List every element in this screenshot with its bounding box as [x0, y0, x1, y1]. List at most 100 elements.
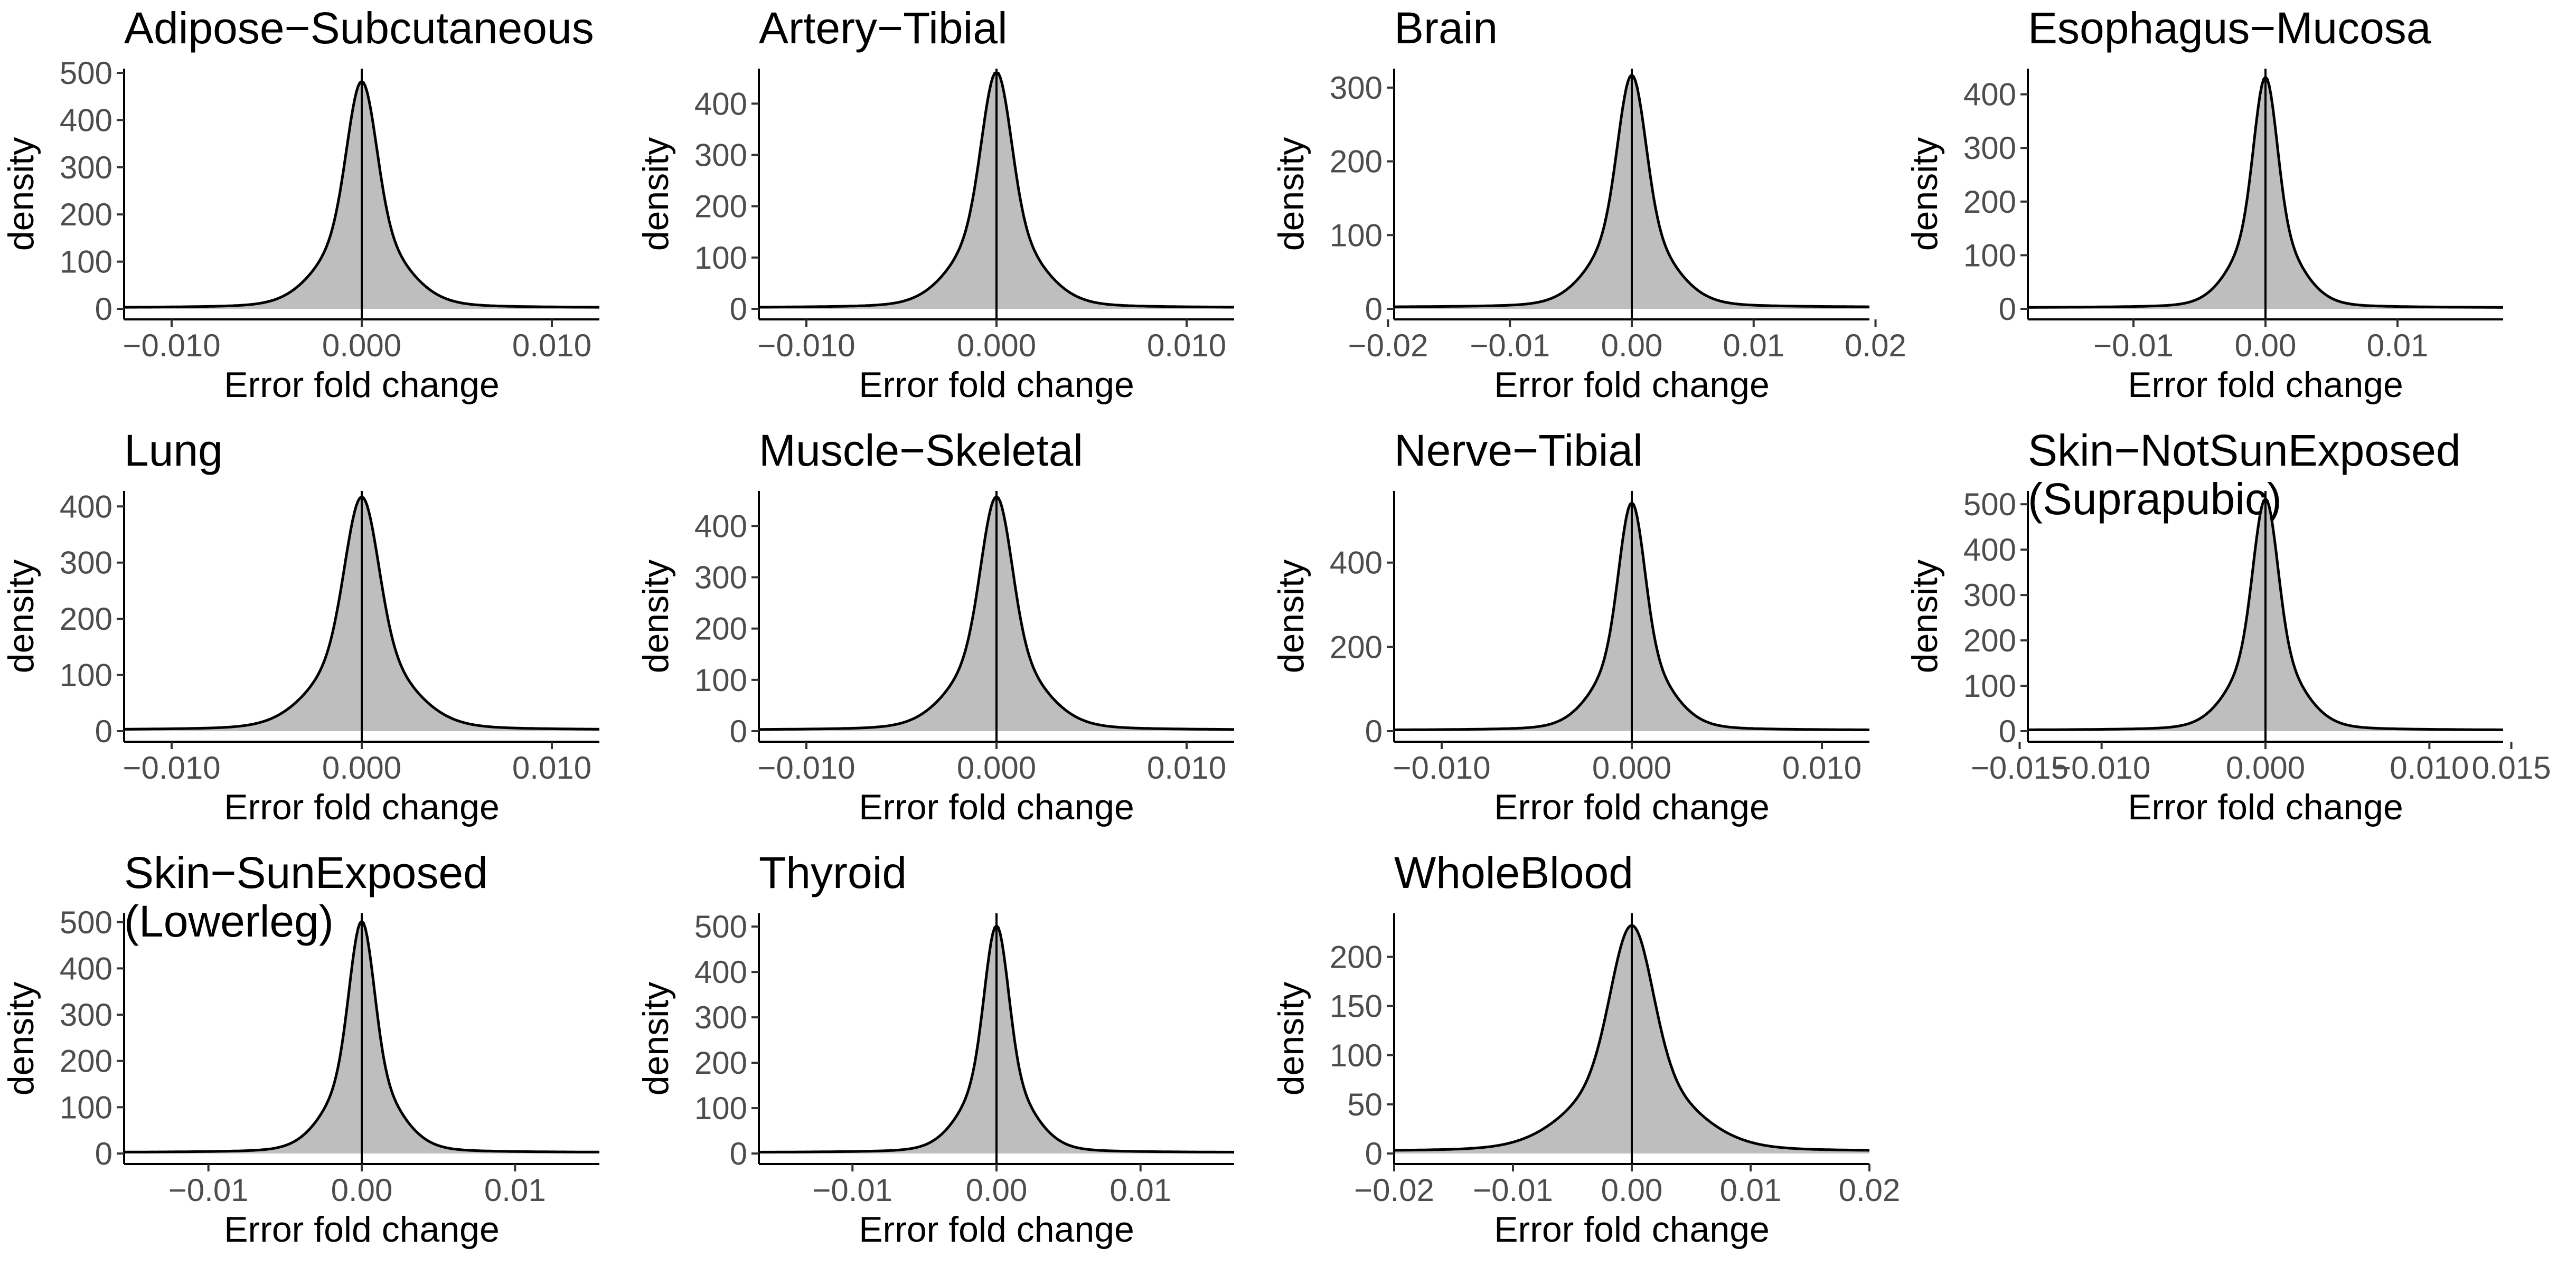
y-tick-label: 100: [1330, 218, 1383, 253]
y-tick-label: 400: [1963, 532, 2016, 568]
x-axis-title: Error fold change: [2128, 365, 2403, 405]
x-tick-label: 0.010: [512, 750, 591, 786]
x-tick-label: 0.00: [331, 1173, 393, 1208]
panel-title: Adipose−Subcutaneous: [124, 3, 594, 53]
x-tick-label: 0.010: [1147, 750, 1226, 786]
x-tick-label: −0.02: [1354, 1173, 1434, 1208]
y-axis-title: density: [1905, 560, 1945, 673]
y-tick-label: 300: [60, 545, 112, 581]
y-tick-label: 0: [1365, 714, 1383, 749]
x-axis-title: Error fold change: [1494, 1209, 1770, 1250]
y-tick-label: 300: [1330, 70, 1383, 106]
y-tick-label: 300: [694, 560, 747, 595]
x-tick-label: −0.010: [123, 328, 220, 363]
y-tick-label: 150: [1330, 989, 1383, 1024]
x-tick-label: −0.01: [1473, 1173, 1553, 1208]
y-axis-title: density: [636, 560, 676, 673]
y-tick-label: 0: [1999, 714, 2016, 749]
y-tick-label: 500: [60, 905, 112, 940]
panel-title: Skin−NotSunExposed: [2028, 426, 2461, 475]
panel-7: Nerve−Tibial −0.010 0.000 0.010 0 200 400 Error…: [1271, 426, 1869, 827]
x-tick-label: 0.010: [2390, 750, 2469, 786]
y-axis-title: density: [636, 982, 676, 1095]
y-axis-title: density: [1271, 982, 1311, 1095]
y-tick-label: 0: [1365, 1136, 1383, 1171]
x-axis-title: Error fold change: [1494, 787, 1770, 827]
panel-title: Thyroid: [759, 848, 907, 897]
x-tick-label: −0.015: [1971, 750, 2069, 786]
panel-10: Thyroid −0.01 0.00 0.01 0 100 200 300 400 500 Erro…: [636, 848, 1234, 1250]
x-tick-label: 0.000: [322, 750, 401, 786]
y-tick-label: 400: [694, 954, 747, 990]
y-tick-label: 0: [1365, 291, 1383, 327]
y-tick-label: 300: [694, 137, 747, 173]
x-tick-label: −0.01: [168, 1173, 249, 1208]
y-tick-label: 500: [694, 909, 747, 944]
y-tick-label: 200: [694, 1045, 747, 1081]
y-tick-label: 300: [60, 150, 112, 185]
y-tick-label: 100: [60, 1090, 112, 1125]
panel-title: WholeBlood: [1394, 848, 1633, 897]
panel-title: (Suprapubic): [2028, 474, 2282, 524]
y-tick-label: 300: [1963, 130, 2016, 166]
x-tick-label: −0.01: [812, 1173, 892, 1208]
x-tick-label: 0.00: [966, 1173, 1028, 1208]
x-axis-title: Error fold change: [859, 365, 1134, 405]
y-tick-label: 200: [1963, 623, 2016, 658]
panel-5: Lung −0.010 0.000 0.010 0 100 200 300 400 Error f…: [1, 426, 599, 827]
y-tick-label: 200: [1330, 629, 1383, 665]
panel-6: Muscle−Skeletal −0.010 0.000 0.010 0 100 200 30…: [636, 426, 1234, 827]
x-tick-label: −0.010: [123, 750, 220, 786]
y-tick-label: 400: [60, 489, 112, 524]
panel-title: Artery−Tibial: [759, 3, 1008, 53]
panel-3: Brain −0.02 −0.01 0.00 0.01 0.02 0 100 200 300 Err…: [1271, 3, 1906, 405]
panel-title: (Lowerleg): [124, 896, 334, 946]
x-axis-title: Error fold change: [224, 365, 500, 405]
x-axis-title: Error fold change: [859, 1209, 1134, 1250]
y-tick-label: 0: [1999, 291, 2016, 327]
x-tick-label: −0.01: [1470, 328, 1550, 363]
y-tick-label: 400: [1330, 545, 1383, 581]
y-tick-label: 200: [694, 611, 747, 647]
y-tick-label: 400: [694, 508, 747, 544]
y-axis-title: density: [1, 137, 41, 251]
panel-title: Lung: [124, 426, 223, 475]
y-axis-title: density: [636, 137, 676, 251]
x-tick-label: 0.010: [1782, 750, 1862, 786]
panel-2: Artery−Tibial −0.010 0.000 0.010 0 100 200 300 4…: [636, 3, 1234, 405]
y-tick-label: 500: [1963, 487, 2016, 522]
x-tick-label: 0.00: [1601, 328, 1663, 363]
panel-title: Esophagus−Mucosa: [2028, 3, 2431, 53]
x-axis-title: Error fold change: [1494, 365, 1770, 405]
y-tick-label: 100: [1330, 1038, 1383, 1073]
y-tick-label: 400: [60, 102, 112, 138]
x-tick-label: −0.010: [757, 750, 855, 786]
panel-4: Esophagus−Mucosa −0.01 0.00 0.01 0 100 200 300 4…: [1905, 3, 2503, 405]
panel-title: Brain: [1394, 3, 1498, 53]
y-axis-title: density: [1271, 560, 1311, 673]
x-tick-label: 0.02: [1845, 328, 1906, 363]
x-tick-label: −0.02: [1348, 328, 1428, 363]
y-axis-title: density: [1, 560, 41, 673]
x-tick-label: −0.01: [2093, 328, 2174, 363]
panel-11: WholeBlood −0.02 −0.01 0.00 0.01 0.02 0 50 100 15…: [1271, 848, 1900, 1250]
x-tick-label: 0.01: [2367, 328, 2429, 363]
y-tick-label: 100: [1963, 238, 2016, 273]
y-tick-label: 50: [1347, 1087, 1383, 1122]
x-tick-label: 0.01: [1720, 1173, 1782, 1208]
x-axis-title: Error fold change: [224, 1209, 500, 1250]
y-tick-label: 0: [95, 714, 112, 749]
y-tick-label: 200: [694, 189, 747, 224]
panel-title: Muscle−Skeletal: [759, 426, 1083, 475]
panel-8: Skin−NotSunExposed(Suprapubic) −0.015−0.0…: [1905, 426, 2551, 827]
x-tick-label: −0.010: [757, 328, 855, 363]
x-tick-label: 0.00: [2235, 328, 2297, 363]
panel-9: Skin−SunExposed(Lowerleg) −0.01 0.00 0.01 0 1…: [1, 848, 600, 1250]
x-axis-title: Error fold change: [224, 787, 500, 827]
x-axis-title: Error fold change: [2128, 787, 2403, 827]
panel-1: Adipose−Subcutaneous −0.010 0.000 0.010 0 100…: [1, 3, 599, 405]
x-tick-label: 0.000: [2226, 750, 2305, 786]
y-axis-title: density: [1, 982, 41, 1095]
y-tick-label: 300: [1963, 578, 2016, 613]
